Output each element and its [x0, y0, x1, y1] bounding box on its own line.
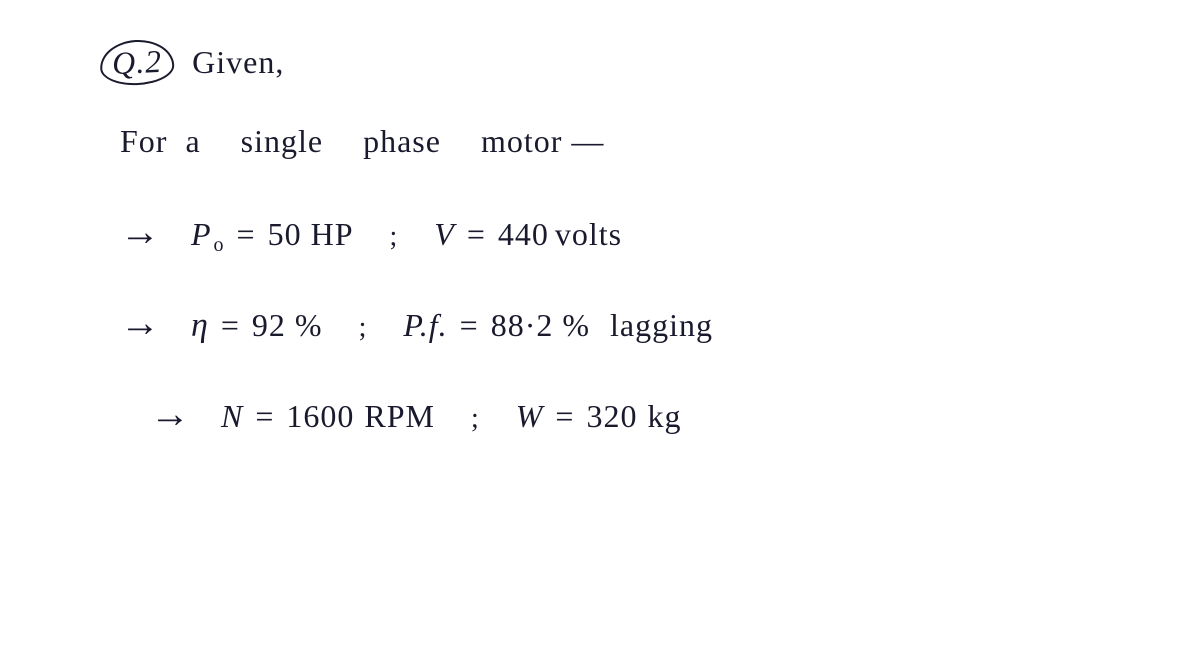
sym-N: N — [221, 398, 243, 435]
sym-W: W — [516, 398, 544, 435]
val-320: 320 — [586, 398, 637, 435]
sub-o: o — [214, 234, 225, 257]
handwritten-note-page: Q.2 Given, For a single phase motor — → … — [0, 0, 1200, 657]
word-phase: phase — [363, 123, 441, 160]
val-882pct: 88·2 % — [491, 307, 590, 344]
expr-power-output: P o = 50 HP — [191, 216, 354, 253]
arrow-icon: → — [120, 210, 161, 255]
param-row-1: → P o = 50 HP ; V = 440 volts — [120, 210, 1140, 255]
eq-sign: = — [237, 216, 256, 253]
question-number-circle: Q.2 — [99, 38, 175, 87]
line-description: For a single phase motor — — [120, 123, 1140, 160]
sym-eta: η — [191, 307, 209, 345]
sym-V: V — [434, 216, 455, 253]
given-label: Given, — [192, 44, 284, 81]
eq-sign: = — [555, 398, 574, 435]
semicolon: ; — [390, 221, 399, 253]
val-1600: 1600 — [286, 398, 354, 435]
expr-voltage: V = 440 volts — [434, 216, 622, 253]
semicolon: ; — [359, 312, 368, 344]
unit-kg: kg — [647, 398, 681, 435]
sym-pf: P.f. — [403, 307, 447, 344]
param-row-2: → η = 92 % ; P.f. = 88·2 % lagging — [120, 301, 1140, 346]
val-92pct: 92 % — [252, 307, 323, 344]
eq-sign: = — [255, 398, 274, 435]
arrow-icon: → — [150, 392, 191, 437]
word-for: For — [120, 123, 167, 160]
expr-weight: W = 320 kg — [516, 398, 682, 435]
unit-volts: volts — [555, 216, 622, 253]
param-row-3: → N = 1600 RPM ; W = 320 kg — [150, 392, 1140, 437]
eq-sign: = — [467, 216, 486, 253]
question-number: Q.2 — [111, 43, 163, 83]
val-440: 440 — [498, 216, 549, 253]
semicolon: ; — [471, 403, 480, 435]
line-header: Q.2 Given, — [100, 40, 1140, 85]
eq-sign: = — [221, 307, 240, 344]
word-single: single — [241, 123, 323, 160]
eq-sign: = — [460, 307, 479, 344]
expr-power-factor: P.f. = 88·2 % lagging — [403, 307, 731, 344]
word-motor: motor — — [481, 123, 604, 160]
note-lagging: lagging — [610, 307, 713, 344]
word-a: a — [185, 123, 200, 160]
sym-P: P — [191, 216, 212, 253]
arrow-icon: → — [120, 301, 161, 346]
val-50hp: 50 HP — [268, 216, 354, 253]
expr-efficiency: η = 92 % — [191, 307, 323, 345]
expr-speed: N = 1600 RPM — [221, 398, 435, 435]
unit-rpm: RPM — [364, 398, 435, 435]
